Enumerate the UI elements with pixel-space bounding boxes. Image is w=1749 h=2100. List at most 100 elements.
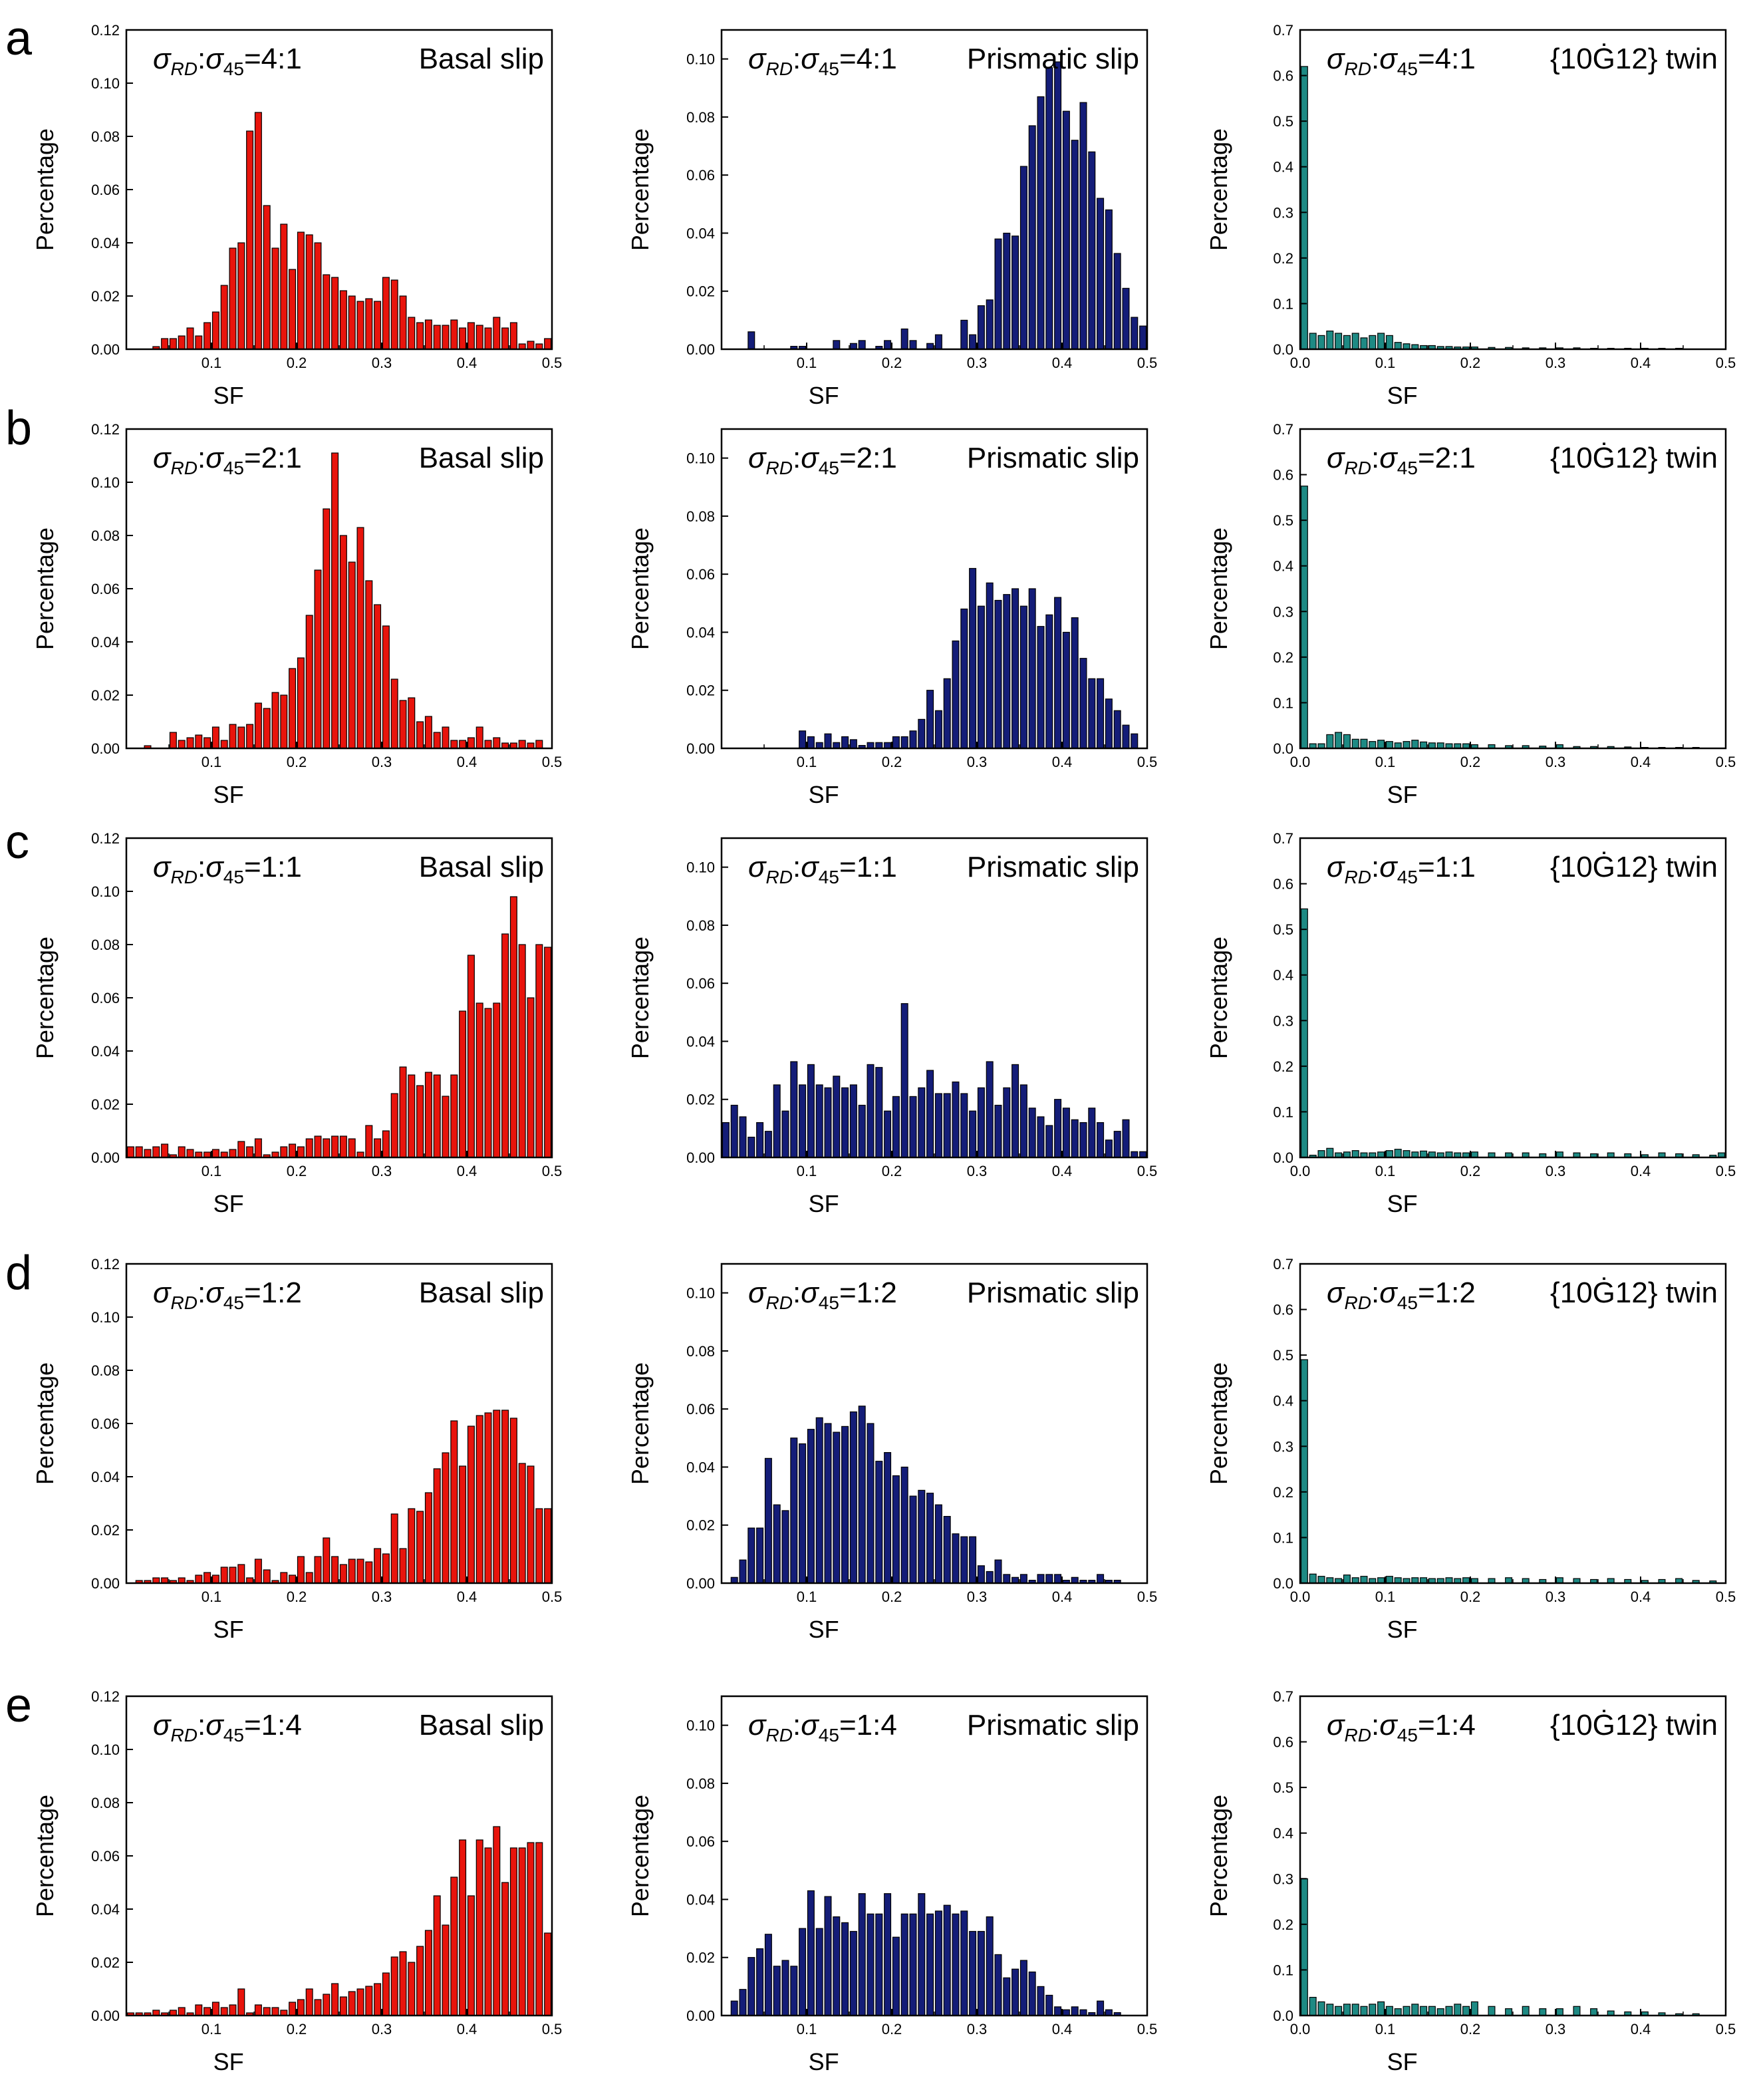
x-tick-label: 0.2 [1460,355,1481,371]
stress-ratio-annotation: σRD:σ45=1:2 [153,1276,302,1313]
bar [365,580,373,749]
bar [969,1110,977,1158]
bar [730,2000,738,2016]
x-tick-label: 0.1 [797,1163,817,1179]
bar [1411,2004,1419,2016]
y-tick-label: 0.12 [91,1256,120,1273]
bar [994,1559,1002,1584]
y-tick-label: 0.1 [1273,1962,1293,1978]
bar [1317,1576,1325,1584]
x-tick-label: 0.2 [287,355,307,371]
y-axis-title: Percentage [1205,1362,1232,1485]
y-tick-label: 0.08 [686,917,715,934]
bar [305,1138,313,1158]
bar [331,277,339,350]
bar [484,1847,492,2016]
y-tick-label: 0.08 [686,109,715,126]
bar [1037,96,1045,350]
y-tick-label: 0.12 [91,22,120,39]
x-tick-label: 0.2 [1460,754,1481,770]
bar [280,1572,288,1584]
bar [815,1417,823,1584]
bar [493,1826,501,2016]
bar [934,334,942,350]
bar [1462,2006,1470,2016]
x-tick-label: 0.3 [372,1163,392,1179]
y-tick-label: 0.04 [686,1891,715,1908]
bar [799,1443,807,1584]
x-tick-label: 0.3 [967,1163,988,1179]
bar [900,1003,908,1158]
bar [424,1492,432,1584]
bar [237,1988,245,2016]
bar [408,317,416,350]
bar [833,340,841,350]
bar [1088,151,1096,350]
bar [408,1074,416,1158]
y-tick-label: 0.08 [91,128,120,145]
mode-label: {10Ġ12} twin [1550,442,1718,474]
y-tick-label: 0.00 [686,2008,715,2024]
y-tick-label: 0.5 [1273,921,1293,938]
bar [1343,1575,1351,1584]
mode-label: {10Ġ12} twin [1550,43,1718,75]
bar [254,112,262,350]
bar [280,224,288,350]
x-tick-label: 0.2 [287,1163,307,1179]
stress-ratio-annotation: σRD:σ45=2:1 [748,442,897,478]
x-tick-label: 0.4 [457,355,477,371]
bar [467,1425,475,1584]
y-tick-label: 0.0 [1273,1575,1293,1592]
bar [195,335,203,350]
bar [1045,1574,1053,1584]
bar [1054,1099,1062,1158]
bar [773,1504,781,1584]
y-tick-label: 0.6 [1273,876,1293,893]
bar [986,1916,994,2016]
bar [195,2004,203,2016]
bar [289,269,297,350]
x-tick-label: 0.5 [1716,1588,1736,1605]
x-tick-label: 0.2 [882,1163,902,1179]
x-tick-label: 0.1 [797,1588,817,1605]
x-tick-label: 0.1 [202,355,222,371]
bar [374,1548,382,1584]
bar [747,1527,755,1584]
bar [1573,2006,1581,2016]
y-tick-label: 0.06 [91,1416,120,1432]
bar [323,1994,331,2016]
bar [467,737,475,749]
bar [289,1143,297,1158]
bar [764,1131,772,1158]
bar [399,1548,407,1584]
y-tick-label: 0.04 [686,1459,715,1475]
bar [943,1093,951,1158]
bar [382,1972,390,2016]
bar [867,1423,874,1584]
bar [1403,1150,1411,1158]
bar [1326,2004,1334,2016]
x-tick-label: 0.3 [967,1588,988,1605]
panel-letter-c: c [5,816,29,869]
y-tick-label: 0.06 [91,182,120,198]
bar [271,692,279,749]
bar [884,742,892,749]
bar [884,1110,892,1158]
bar [926,1070,934,1158]
bar [875,742,883,749]
bar [374,604,382,749]
bar [382,277,390,350]
bar [952,640,960,749]
bar [1105,698,1113,749]
bar [1003,594,1011,749]
bar [229,2004,237,2016]
bar [1139,325,1147,350]
stress-ratio-annotation: σRD:σ45=4:1 [748,43,897,79]
x-tick-label: 0.4 [1052,754,1073,770]
y-tick-label: 0.06 [686,167,715,184]
bar [339,535,347,749]
bar [756,1527,764,1584]
y-tick-label: 0.02 [686,1092,715,1108]
bar [960,1093,968,1158]
